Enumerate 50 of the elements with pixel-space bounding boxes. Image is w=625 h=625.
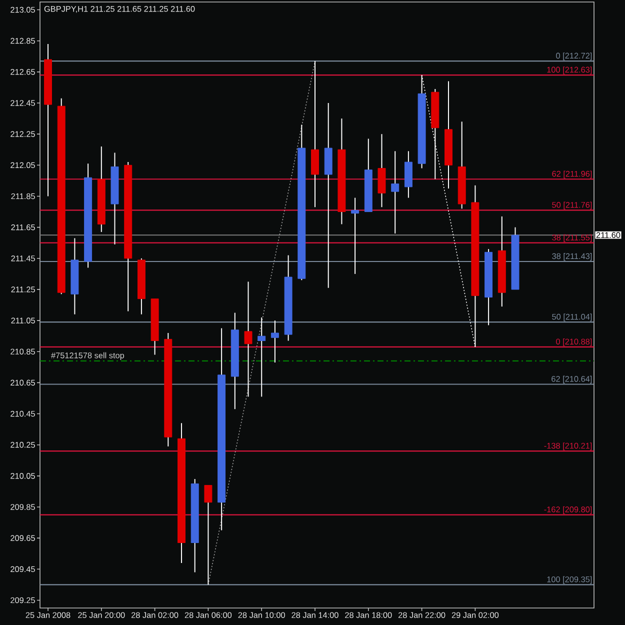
y-tick-label: 209.25 — [10, 597, 35, 604]
ref-line-label: -138 [210.21] — [544, 442, 592, 450]
y-tick-label: 211.45 — [11, 255, 35, 262]
y-tick-label: 213.05 — [10, 6, 35, 13]
y-tick-label: 210.45 — [10, 410, 35, 417]
ref-line-label: 0 [210.88] — [556, 338, 592, 346]
y-tick-label: 212.85 — [10, 38, 35, 44]
candlestick — [391, 150, 400, 234]
y-tick-label: 211.85 — [11, 193, 35, 200]
candlestick — [258, 316, 266, 398]
candlestick — [244, 281, 252, 398]
y-tick-label: 211.05 — [11, 318, 35, 324]
x-tick-label: 25 Jan 2008 — [26, 612, 70, 618]
ref-line-label: 100 [212.63] — [547, 66, 592, 74]
y-tick-label: 209.45 — [10, 566, 35, 572]
ref-line-label: 38 [211.43] — [552, 253, 592, 261]
x-tick-label: 28 Jan 02:00 — [132, 612, 178, 618]
y-tick-label: 212.05 — [10, 162, 35, 168]
x-tick-label: 28 Jan 06:00 — [184, 612, 232, 618]
y-tick-label: 209.85 — [10, 504, 35, 510]
y-tick-label: 212.25 — [10, 131, 35, 137]
chart-title: GBPJPY,H1 211.25 211.65 211.25 211.60 — [44, 6, 195, 13]
y-tick-label: 210.05 — [10, 473, 35, 479]
y-tick-label: 212.65 — [10, 69, 35, 75]
y-tick-label: 211.25 — [11, 286, 35, 292]
ref-line-label: 38 [211.55] — [552, 234, 592, 242]
candlestick — [351, 197, 360, 274]
annotation: #75121578 sell stop — [51, 352, 124, 360]
x-tick-label: 28 Jan 10:00 — [238, 612, 285, 618]
y-tick-label: 209.65 — [10, 535, 35, 541]
x-tick-label: 29 Jan 02:00 — [452, 612, 499, 618]
y-tick-label: 211.65 — [11, 224, 35, 230]
candlestick — [270, 320, 279, 363]
candlestick — [204, 484, 212, 586]
ref-line-label: 50 [211.76] — [552, 202, 592, 210]
x-tick-label: 28 Jan 14:00 — [292, 612, 338, 618]
y-tick-label: 210.65 — [10, 380, 35, 386]
ref-line-label: 211.60 — [596, 232, 620, 238]
x-tick-label: 28 Jan 18:00 — [345, 612, 392, 618]
ref-line-label: -162 [209.80] — [544, 506, 592, 514]
ref-line-label: 100 [209.35] — [547, 576, 592, 584]
ref-line-label: 62 [211.96] — [552, 170, 592, 178]
x-tick-label: 25 Jan 20:00 — [78, 612, 125, 618]
y-tick-label: 210.25 — [10, 442, 35, 448]
ref-line-label: 50 [211.04] — [552, 314, 592, 322]
y-tick-label: 210.85 — [10, 348, 35, 355]
ref-line-label: 0 [212.72] — [556, 52, 592, 60]
ref-line-label: 62 [210.64] — [552, 376, 592, 384]
y-tick-label: 212.45 — [10, 100, 35, 106]
x-tick-label: 28 Jan 22:00 — [398, 612, 446, 618]
